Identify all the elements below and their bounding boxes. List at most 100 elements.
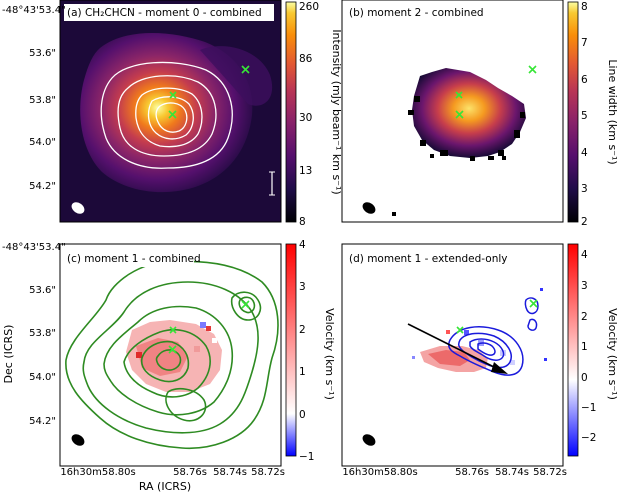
colorbar-d: 4 3 2 1 0 −1 −2 Velocity (km s⁻¹) <box>567 243 619 457</box>
ra-tick: 16h30m58.80s <box>342 467 417 478</box>
colorbar-a-tick: 86 <box>299 53 313 65</box>
panel-b: (b) moment 2 - combined <box>341 0 564 223</box>
panel-c-title: (c) moment 1 - combined <box>67 253 201 265</box>
contour-level-4 <box>147 96 194 140</box>
colorbar-c-tick: 4 <box>299 239 306 251</box>
dec-tick: -48°43'53.4" <box>2 242 66 253</box>
colorbar-b-gradient <box>567 1 579 223</box>
colorbar-b-label: Line width (km s⁻¹) <box>606 59 619 164</box>
source-markers-d <box>456 299 538 334</box>
beam-ellipse <box>71 434 85 446</box>
moment0-emission-extension <box>200 46 273 106</box>
colorbar-d-label: Velocity (km s⁻¹) <box>606 308 619 400</box>
dec-tick: 54.0" <box>29 137 56 148</box>
ra-tick: 58.72s <box>251 467 285 478</box>
moment0-green-contours <box>65 260 279 450</box>
panel-a-title-box <box>64 4 274 21</box>
colorbar-c-tick: 3 <box>299 281 306 293</box>
contour-level-1 <box>448 326 524 376</box>
contour-level-5 <box>155 102 188 133</box>
source-markers <box>168 65 250 119</box>
colorbar-b-tick: 8 <box>581 1 588 13</box>
dec-tick: 53.8" <box>29 328 56 339</box>
outflow-arrowhead <box>491 362 508 374</box>
dec-ticks-bottom: -48°43'53.4" 53.6" 53.8" 54.0" 54.2" <box>2 242 66 427</box>
x-icon <box>455 110 464 119</box>
colorbar-b-tick: 5 <box>581 110 588 122</box>
contour-blob-east <box>524 297 539 315</box>
panel-b-title: (b) moment 2 - combined <box>349 7 484 19</box>
colorbar-c: 4 3 2 1 0 −1 Velocity (km s⁻¹) <box>285 239 336 463</box>
colorbar-c-tick: 1 <box>299 366 306 378</box>
panel-b-title-box <box>346 4 486 21</box>
panel-c-title-box <box>64 250 194 267</box>
colorbar-a-label: Intensity (mJy beam⁻¹ km s⁻¹) <box>330 29 343 194</box>
x-icon <box>169 91 177 99</box>
contour-level-3 <box>135 87 203 148</box>
dec-axis-label: Dec (ICRS) <box>2 325 15 384</box>
contour-level-2 <box>82 281 259 434</box>
panel-c: (c) moment 1 - combined <box>59 243 282 467</box>
dec-ticks-top: -48°43'53.4" 53.6" 53.8" 54.0" 54.2" <box>2 5 66 192</box>
ra-tick: 58.76s <box>455 467 489 478</box>
colorbar-c-label: Velocity (km s⁻¹) <box>323 308 336 400</box>
contour-blob-east-2 <box>527 318 538 331</box>
x-icon <box>456 326 464 334</box>
dec-tick: 53.6" <box>29 48 56 59</box>
colorbar-b-tick: 2 <box>581 216 588 228</box>
dec-tick: 53.8" <box>29 95 56 106</box>
colorbar-a: 260 86 30 13 8 Intensity (mJy beam⁻¹ km … <box>285 1 343 228</box>
colorbar-d-tick: 3 <box>581 280 588 292</box>
colorbar-d-tick: −1 <box>581 402 596 414</box>
source-markers-c <box>168 300 250 354</box>
colorbar-b-tick: 4 <box>581 147 588 159</box>
moment1-pixels <box>136 322 217 358</box>
contour-blob-south <box>165 387 207 422</box>
ra-tick: 58.72s <box>533 467 567 478</box>
colorbar-c-tick: 2 <box>299 324 306 336</box>
colorbar-d-tick: 4 <box>581 249 588 261</box>
ra-tick: 58.76s <box>173 467 207 478</box>
contour-level-4 <box>477 342 496 356</box>
x-icon <box>455 91 463 99</box>
outflow-arrow <box>407 323 501 371</box>
panel-d-title-box <box>346 250 530 267</box>
beam-ellipse <box>71 202 85 214</box>
moment0-emission-map <box>80 32 253 193</box>
contour-blob-ne <box>230 291 262 321</box>
dec-tick: 54.0" <box>29 372 56 383</box>
colorbar-d-tick: 2 <box>581 311 588 323</box>
colorbar-a-tick: 30 <box>299 112 312 124</box>
colorbar-c-gradient <box>285 243 297 457</box>
dec-tick: 53.6" <box>29 285 56 296</box>
contour-level-1 <box>65 260 279 450</box>
x-icon <box>241 300 250 309</box>
dec-tick: 54.2" <box>29 181 56 192</box>
contour-level-4 <box>123 328 211 398</box>
colorbar-a-tick: 8 <box>299 216 306 228</box>
moment0-contours <box>100 61 233 169</box>
panel-a-frame <box>59 0 282 223</box>
moment2-linewidth-map <box>412 68 526 158</box>
colorbar-c-tick: −1 <box>299 451 314 463</box>
contour-level-3 <box>103 305 234 416</box>
ra-tick: 58.74s <box>495 467 529 478</box>
ra-tick: 58.74s <box>213 467 247 478</box>
colorbar-a-tick: 260 <box>299 1 319 13</box>
colorbar-d-tick: 0 <box>581 372 588 384</box>
colorbar-c-tick: 0 <box>299 409 306 421</box>
colorbar-b: 8 7 6 5 4 3 2 Line width (km s⁻¹) <box>567 1 619 228</box>
beam-ellipse <box>362 202 376 214</box>
contour-level-5 <box>140 340 190 383</box>
colorbar-a-tick: 13 <box>299 165 312 177</box>
colorbar-d-tick: 1 <box>581 341 588 353</box>
x-icon <box>528 65 537 74</box>
ra-axis-label: RA (ICRS) <box>139 480 191 493</box>
panel-c-frame <box>59 243 282 467</box>
colorbar-d-gradient <box>567 243 579 457</box>
x-icon <box>529 299 538 308</box>
panel-d-frame <box>341 243 564 467</box>
colorbar-b-tick: 6 <box>581 74 588 86</box>
contour-level-2 <box>117 75 217 157</box>
panel-d: (d) moment 1 - extended-only <box>341 243 564 467</box>
